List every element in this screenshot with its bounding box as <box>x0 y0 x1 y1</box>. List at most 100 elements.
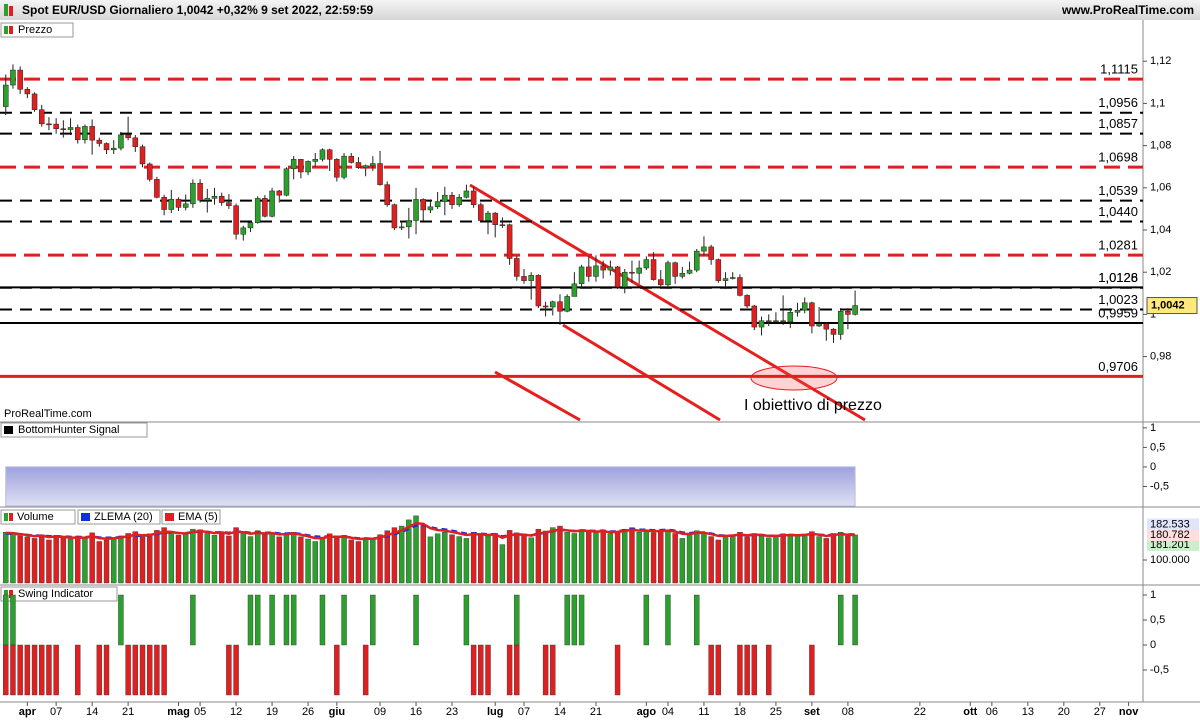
header-icon <box>4 4 8 16</box>
candle-body <box>463 190 470 198</box>
volume-bar <box>89 532 95 584</box>
swing-bar <box>715 644 722 696</box>
candle-body <box>801 302 808 311</box>
x-tick-label: 11 <box>698 706 709 718</box>
volume-bar <box>521 535 527 584</box>
volume-bar <box>132 531 139 584</box>
x-tick-label: ott <box>963 706 977 718</box>
swing-bar <box>463 594 470 646</box>
y-tick-label: 1 <box>1150 422 1156 434</box>
volume-bar <box>190 528 196 584</box>
swing-bar <box>190 594 196 646</box>
level-label: 1,0023 <box>1098 292 1138 307</box>
candle-body <box>506 224 513 259</box>
candle-body <box>758 320 765 328</box>
panel-title: Prezzo <box>18 24 52 36</box>
swing-bar <box>125 644 131 696</box>
x-tick-label: 12 <box>230 706 242 718</box>
candle-body <box>197 182 203 201</box>
volume-bar <box>3 532 9 584</box>
volume-bar <box>478 534 484 584</box>
y-tick-label: 1,06 <box>1150 182 1171 194</box>
volume-bar <box>809 531 815 584</box>
y-tick-label: -0,5 <box>1150 664 1169 676</box>
swing-bar <box>254 594 261 646</box>
volume-bar <box>535 528 542 584</box>
volume-bar <box>53 535 59 584</box>
legend-box <box>161 509 221 525</box>
volume-bar <box>607 533 614 584</box>
volume-bar <box>96 541 103 584</box>
volume-bar <box>39 534 45 584</box>
volume-bar <box>290 532 297 584</box>
legend-label: Volume <box>17 511 54 523</box>
volume-bar <box>636 532 642 584</box>
volume-bar <box>600 530 606 584</box>
panel-label <box>0 586 118 602</box>
volume-bar <box>845 535 851 584</box>
volume-bar <box>622 528 628 584</box>
swing-bar <box>665 594 671 646</box>
candle-body <box>427 206 434 211</box>
volume-bar <box>780 533 786 584</box>
volume-bar <box>434 533 441 584</box>
header-bar <box>0 0 1200 20</box>
candle-body <box>154 179 160 198</box>
volume-bar <box>542 530 549 584</box>
candle-body <box>161 197 167 210</box>
volume-bar <box>204 533 210 584</box>
price-box-label: 1,0042 <box>1151 299 1185 311</box>
volume-bar <box>197 529 203 584</box>
candle-body <box>478 204 484 221</box>
candle-body <box>715 259 722 281</box>
volume-bar <box>82 538 88 584</box>
volume-bar <box>276 536 282 584</box>
y-tick-label: -0,5 <box>1150 480 1169 492</box>
volume-bar <box>168 532 175 584</box>
x-tick-label: 14 <box>86 706 98 718</box>
x-tick-label: 22 <box>914 706 926 718</box>
volume-bar <box>773 535 779 584</box>
volume-bar <box>816 536 822 584</box>
swing-bar <box>154 644 160 696</box>
swing-bar <box>31 644 38 696</box>
x-tick-label: 18 <box>734 706 746 718</box>
volume-bar <box>499 544 506 584</box>
candle-body <box>247 222 254 229</box>
x-tick-label: 14 <box>554 706 566 718</box>
x-tick-label: 07 <box>518 706 530 718</box>
candle-body <box>67 127 74 130</box>
candle-body <box>305 161 311 173</box>
volume-bar <box>211 535 218 584</box>
panel-frames <box>0 20 1200 703</box>
volume-bar <box>794 535 801 584</box>
legend-box <box>0 509 76 525</box>
candle-body <box>629 271 635 274</box>
volume-bar <box>463 538 470 584</box>
x-tick-label: 13 <box>1022 706 1034 718</box>
candle-body <box>765 320 772 322</box>
candle-body <box>74 127 81 140</box>
legend-swatch <box>165 513 174 521</box>
volume-bar <box>103 539 110 584</box>
candle-body <box>773 320 779 322</box>
candle-body <box>348 155 354 163</box>
candle-body <box>729 277 736 279</box>
swing-bar <box>766 644 772 696</box>
volume-bar <box>650 532 657 584</box>
swing-bar <box>75 644 81 696</box>
candle-body <box>650 259 657 280</box>
volume-bar <box>528 537 534 584</box>
swing-bar <box>852 594 858 646</box>
candle-body <box>132 137 139 147</box>
volume-bar <box>837 532 844 584</box>
candle-body <box>139 146 146 165</box>
volume-bar <box>679 538 686 584</box>
volume-bar <box>737 532 743 584</box>
y-tick-label: 1 <box>1150 589 1156 601</box>
swing-bar <box>161 644 167 696</box>
volume-bar <box>658 530 664 584</box>
candle-body <box>283 168 290 196</box>
candle-body <box>298 159 304 173</box>
x-tick-label: giu <box>329 706 346 718</box>
